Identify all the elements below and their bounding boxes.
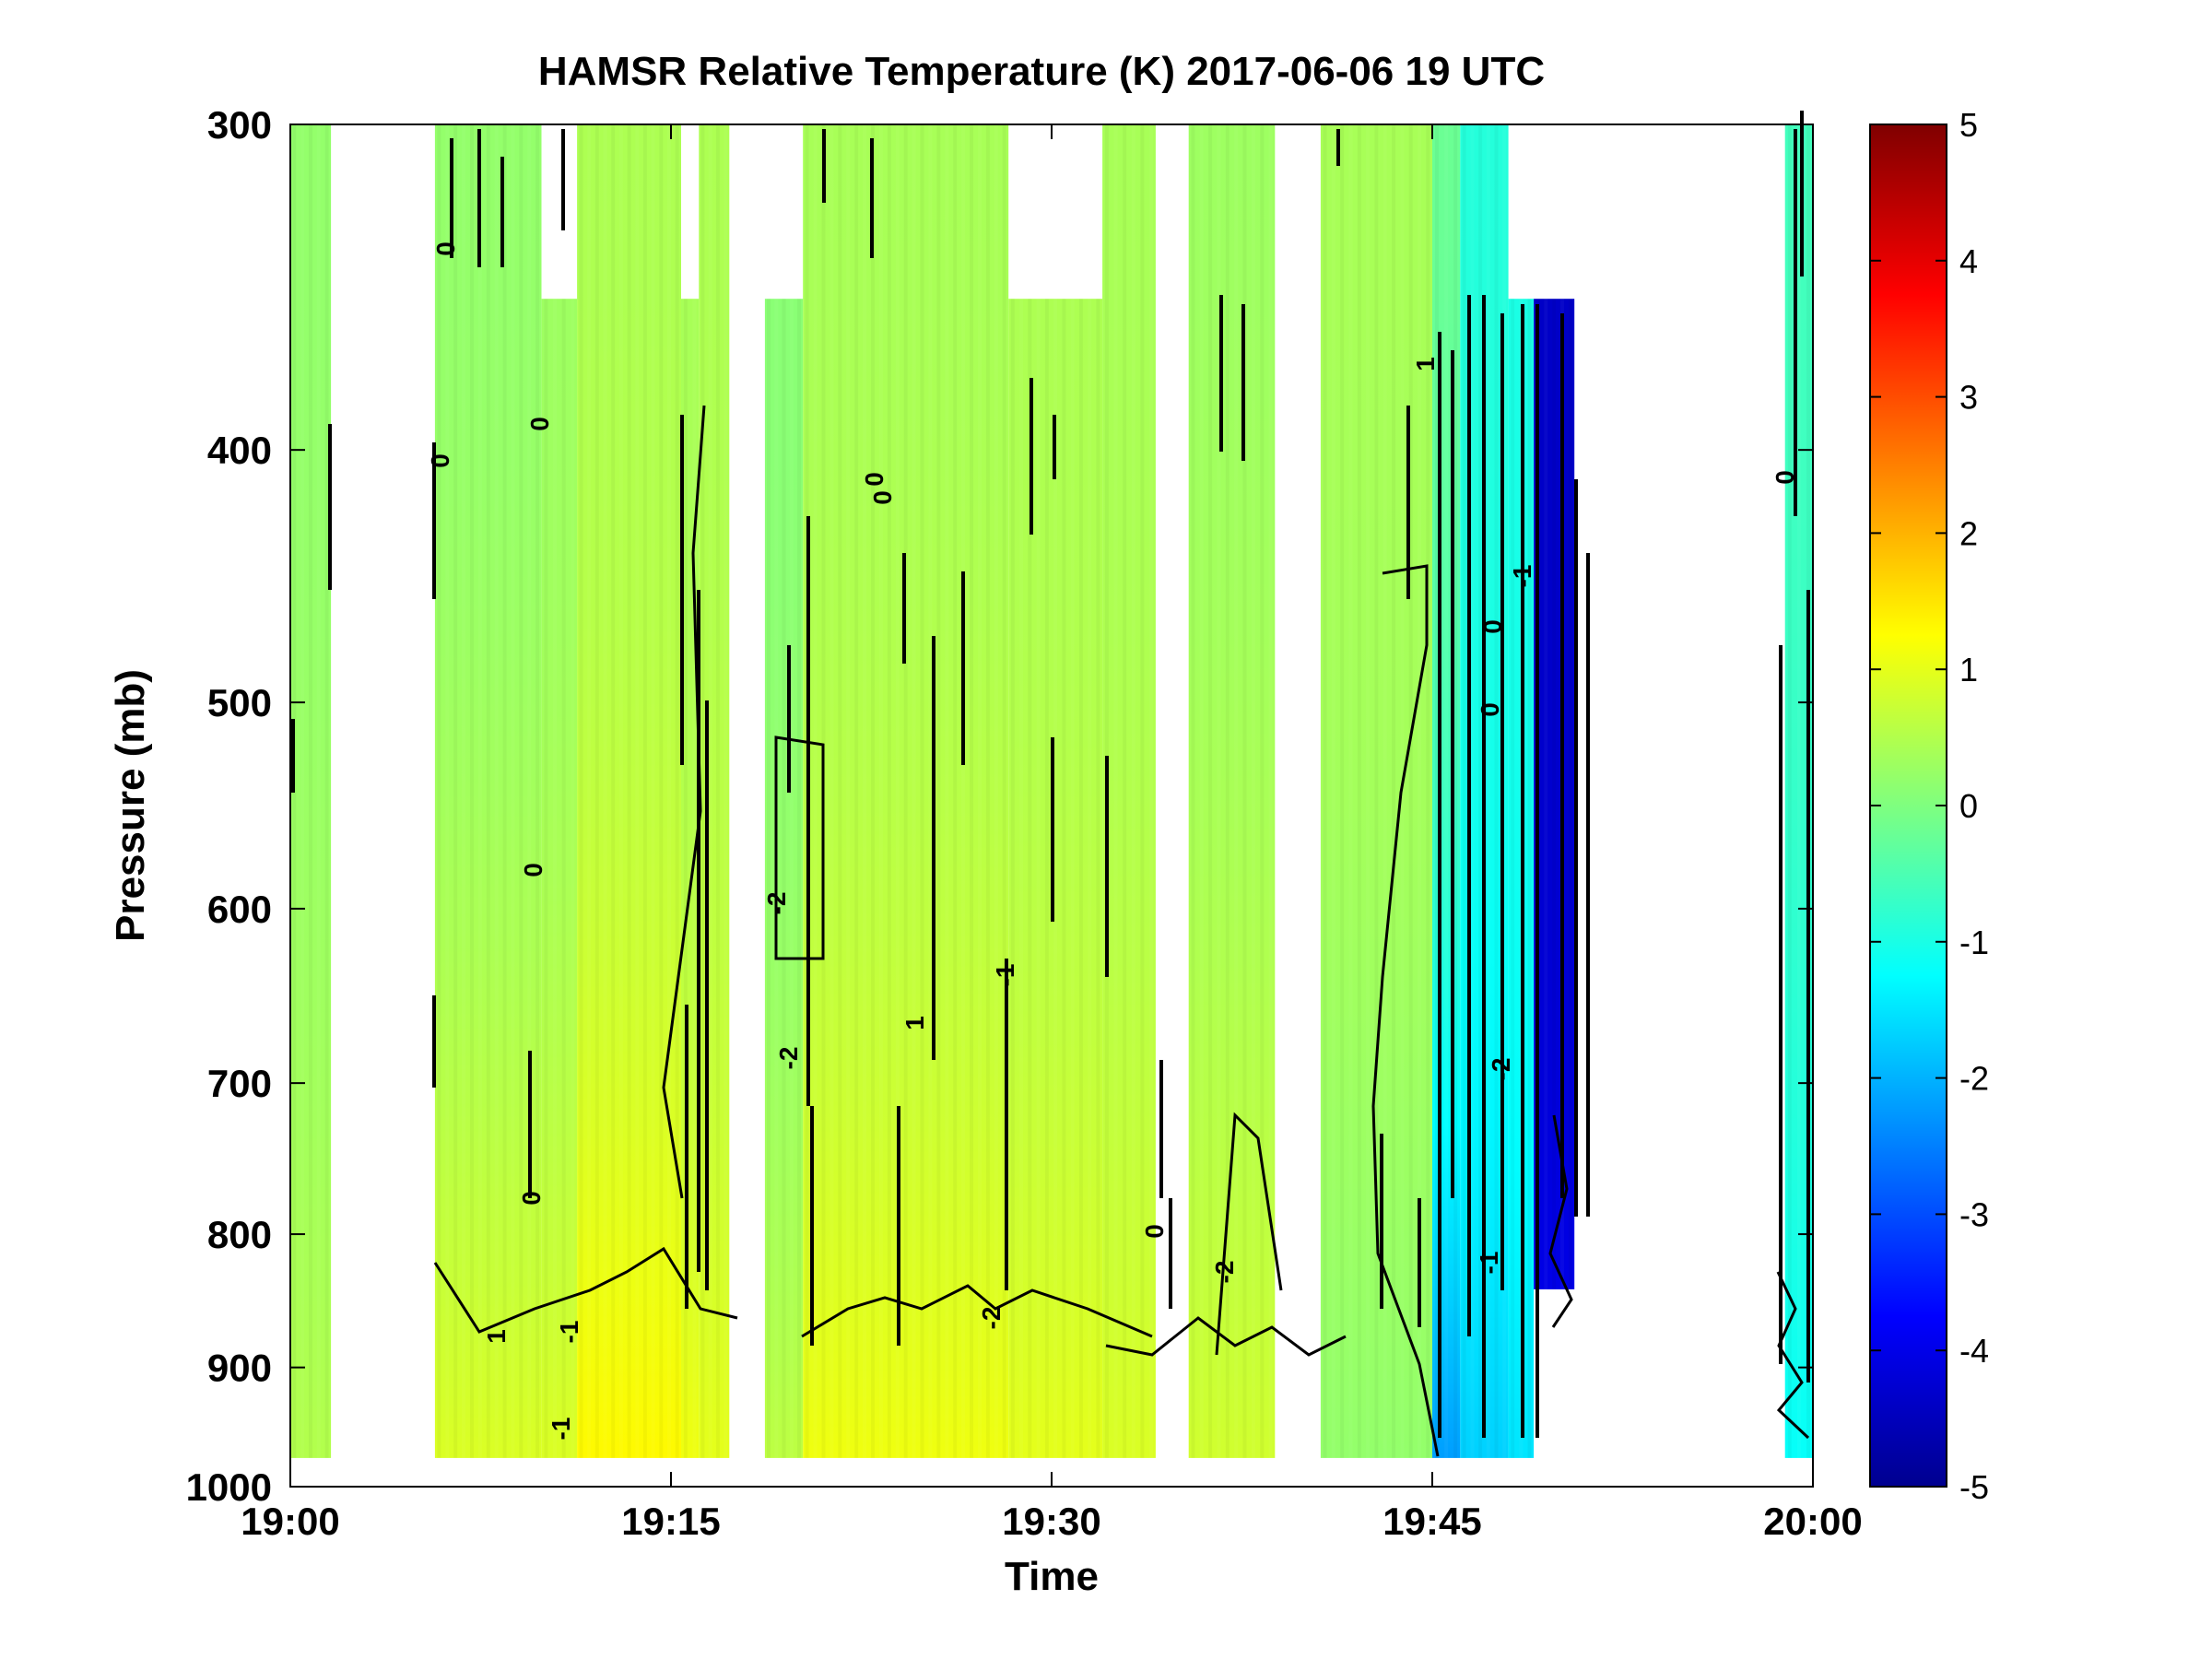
data-segment bbox=[290, 124, 332, 1458]
data-segment bbox=[434, 124, 542, 1458]
data-segment bbox=[1432, 124, 1461, 1458]
y-tick-label: 600 bbox=[207, 888, 272, 931]
colorbar-tick-label: 5 bbox=[1959, 106, 1978, 144]
contour-line bbox=[1215, 1112, 1283, 1356]
contour-label: -2 bbox=[1487, 1058, 1515, 1081]
colorbar-tick-label: -2 bbox=[1959, 1060, 1989, 1098]
contour-line bbox=[1776, 1271, 1810, 1440]
contour-label: -1 bbox=[555, 1321, 583, 1344]
contour-line bbox=[1105, 1316, 1347, 1357]
contour-label: 0 bbox=[525, 417, 554, 431]
y-tick-label: 800 bbox=[207, 1213, 272, 1256]
colorbar-tick-label: 4 bbox=[1959, 242, 1978, 280]
x-axis-ticks: 19:00 19:15 19:30 19:45 20:00 bbox=[241, 124, 1863, 1543]
contour-label: 0 bbox=[868, 490, 897, 505]
contour-label: 0 bbox=[519, 863, 547, 877]
data-segment bbox=[1008, 299, 1103, 1458]
contour-line bbox=[433, 1246, 738, 1334]
colorbar-tick-label: 0 bbox=[1959, 787, 1978, 825]
y-tick-label: 900 bbox=[207, 1347, 272, 1390]
x-tick-label: 19:00 bbox=[241, 1500, 339, 1543]
colorbar-tick-label: 2 bbox=[1959, 514, 1978, 552]
y-axis-label: Pressure (mb) bbox=[108, 669, 153, 942]
contour-label: -1 bbox=[1508, 565, 1536, 588]
colorbar-tick-label: -4 bbox=[1959, 1332, 1989, 1370]
colorbar-tick-label: -5 bbox=[1959, 1468, 1989, 1506]
data-segment bbox=[1188, 124, 1276, 1458]
contour-label: 0 bbox=[431, 241, 460, 256]
contour-label: 0 bbox=[1476, 702, 1504, 717]
data-segment bbox=[764, 299, 804, 1458]
x-tick-label: 19:30 bbox=[1002, 1500, 1100, 1543]
y-tick-label: 400 bbox=[207, 429, 272, 472]
contour-label: -2 bbox=[762, 892, 791, 915]
contour-label: -2 bbox=[774, 1047, 803, 1070]
contour-line bbox=[801, 1284, 1153, 1338]
contour-label: 0 bbox=[517, 1191, 546, 1206]
contour-line bbox=[1548, 1114, 1573, 1328]
data-segments bbox=[290, 124, 1813, 1458]
contour-label: 0 bbox=[426, 453, 454, 468]
data-segment bbox=[1534, 299, 1575, 1289]
contour-label: 0 bbox=[1771, 470, 1799, 485]
y-tick-label: 700 bbox=[207, 1062, 272, 1105]
contour-label: -1 bbox=[991, 964, 1019, 987]
colorbar-tick-label: -1 bbox=[1959, 924, 1989, 961]
contour-label: 0 bbox=[860, 472, 888, 487]
x-tick-label: 20:00 bbox=[1763, 1500, 1862, 1543]
contour-line bbox=[774, 735, 825, 960]
contour-label: -2 bbox=[977, 1307, 1006, 1330]
contour-label: -1 bbox=[1475, 1252, 1503, 1275]
data-segment bbox=[1102, 124, 1156, 1458]
y-tick-label: 500 bbox=[207, 681, 272, 724]
contour-label: 0 bbox=[1140, 1224, 1169, 1239]
data-segment bbox=[699, 124, 730, 1458]
contour-label: -2 bbox=[1210, 1261, 1239, 1284]
x-tick-label: 19:45 bbox=[1382, 1500, 1481, 1543]
chart-title: HAMSR Relative Temperature (K) 2017-06-0… bbox=[538, 49, 1545, 94]
contour-line bbox=[1371, 564, 1440, 1457]
contour-label: 1 bbox=[900, 1016, 929, 1030]
contour-label: 1 bbox=[1411, 357, 1440, 371]
colorbar-tick-label: 1 bbox=[1959, 651, 1978, 688]
contour-line bbox=[662, 405, 706, 1199]
colorbar-tick-label: -3 bbox=[1959, 1195, 1989, 1233]
contour-lines bbox=[291, 111, 1810, 1457]
data-segment bbox=[803, 124, 1009, 1458]
y-tick-label: 1000 bbox=[186, 1465, 272, 1509]
colorbar-ticks: 5 4 3 2 1 0 -1 -2 -3 -4 -5 bbox=[1870, 106, 1989, 1506]
data-segment bbox=[577, 124, 681, 1458]
contour-label: 1 bbox=[482, 1329, 511, 1344]
contour-labels: 0 0 0 0 0 1 -1 -1 -2 -2 0 0 1 -1 -2 -2 0 1 0 0 0 -1 -2 -1 bbox=[426, 241, 1799, 1440]
colorbar bbox=[1869, 124, 1947, 1488]
data-segment bbox=[541, 299, 578, 1458]
contour-label: 0 bbox=[1478, 619, 1507, 634]
x-tick-label: 19:15 bbox=[621, 1500, 720, 1543]
y-tick-label: 300 bbox=[207, 103, 272, 147]
x-axis-label: Time bbox=[1005, 1554, 1099, 1599]
colorbar-tick-label: 3 bbox=[1959, 379, 1978, 417]
contour-label: -1 bbox=[547, 1418, 575, 1441]
